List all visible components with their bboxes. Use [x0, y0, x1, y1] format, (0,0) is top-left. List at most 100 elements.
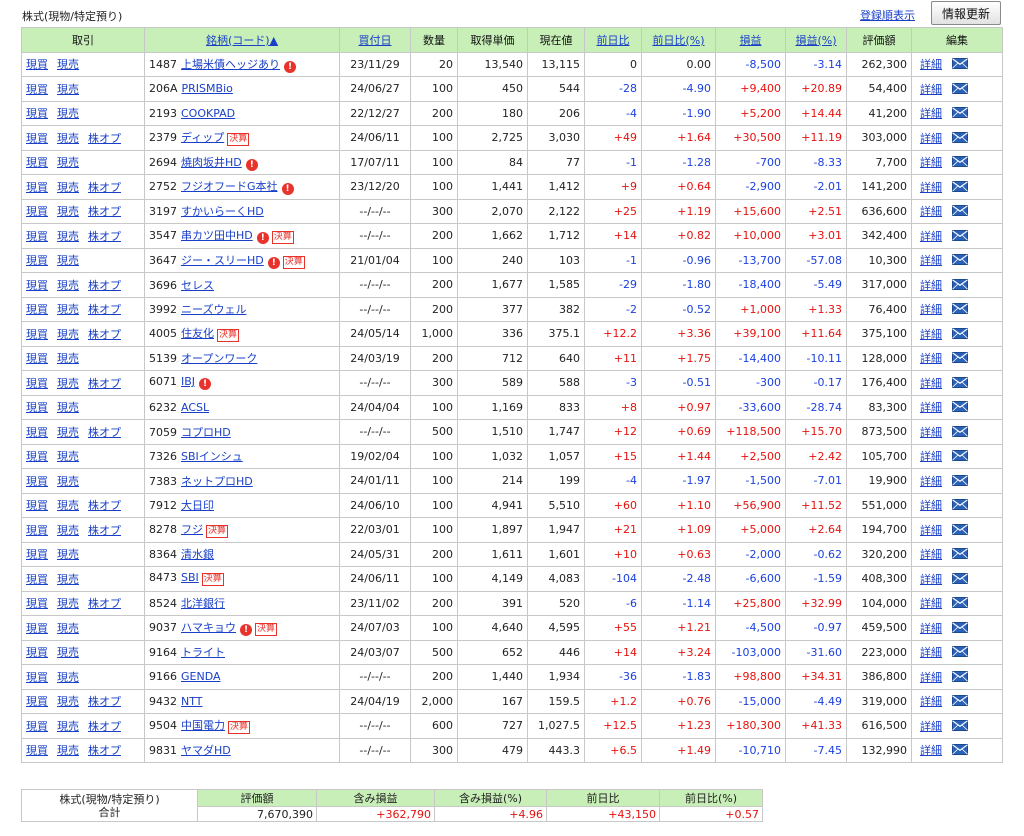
mail-envelope-icon[interactable] [952, 670, 968, 682]
detail-link[interactable]: 詳細 [920, 254, 942, 268]
mail-envelope-icon[interactable] [952, 131, 968, 143]
detail-link[interactable]: 詳細 [920, 205, 942, 219]
mail-envelope-icon[interactable] [952, 597, 968, 609]
stock-name-link[interactable]: 焼肉坂井HD [181, 155, 242, 169]
sell-link[interactable]: 現売 [57, 450, 79, 464]
buy-link[interactable]: 現買 [26, 303, 48, 317]
detail-link[interactable]: 詳細 [920, 744, 942, 758]
sell-link[interactable]: 現売 [57, 131, 79, 145]
buy-link[interactable]: 現買 [26, 254, 48, 268]
stock-name-link[interactable]: 大日印 [181, 499, 214, 513]
detail-link[interactable]: 詳細 [920, 474, 942, 488]
sell-link[interactable]: 現売 [57, 744, 79, 758]
sell-link[interactable]: 現売 [57, 205, 79, 219]
buy-link[interactable]: 現買 [26, 107, 48, 121]
warning-circle-icon[interactable]: ! [240, 624, 252, 637]
detail-link[interactable]: 詳細 [920, 401, 942, 415]
earnings-badge[interactable]: 決算 [228, 721, 251, 735]
option-link[interactable]: 株オプ [88, 180, 121, 194]
mail-envelope-icon[interactable] [952, 450, 968, 462]
option-link[interactable]: 株オプ [88, 303, 121, 317]
sell-link[interactable]: 現売 [57, 499, 79, 513]
registration-order-link[interactable]: 登録順表示 [860, 9, 915, 22]
stock-name-link[interactable]: IBJ [181, 375, 196, 389]
col-header-pl[interactable]: 損益 [715, 27, 786, 53]
stock-name-link[interactable]: ハマキョウ [181, 621, 236, 635]
detail-link[interactable]: 詳細 [920, 523, 942, 537]
detail-link[interactable]: 詳細 [920, 131, 942, 145]
detail-link[interactable]: 詳細 [920, 82, 942, 96]
mail-envelope-icon[interactable] [952, 646, 968, 658]
buy-link[interactable]: 現買 [26, 82, 48, 96]
option-link[interactable]: 株オプ [88, 744, 121, 758]
buy-link[interactable]: 現買 [26, 621, 48, 635]
buy-link[interactable]: 現買 [26, 695, 48, 709]
option-link[interactable]: 株オプ [88, 719, 121, 733]
buy-link[interactable]: 現買 [26, 719, 48, 733]
warning-circle-icon[interactable]: ! [284, 60, 296, 73]
stock-name-link[interactable]: すかいらーくHD [181, 205, 264, 219]
option-link[interactable]: 株オプ [88, 131, 121, 145]
stock-name-link[interactable]: ディップ [181, 131, 225, 145]
col-header-change[interactable]: 前日比 [584, 27, 642, 53]
sell-link[interactable]: 現売 [57, 278, 79, 292]
detail-link[interactable]: 詳細 [920, 695, 942, 709]
buy-link[interactable]: 現買 [26, 180, 48, 194]
stock-name-link[interactable]: COOKPAD [181, 106, 236, 120]
buy-link[interactable]: 現買 [26, 572, 48, 586]
option-link[interactable]: 株オプ [88, 327, 121, 341]
sell-link[interactable]: 現売 [57, 156, 79, 170]
mail-envelope-icon[interactable] [952, 695, 968, 707]
option-link[interactable]: 株オプ [88, 205, 121, 219]
buy-link[interactable]: 現買 [26, 450, 48, 464]
stock-name-link[interactable]: SBIインシュ [181, 450, 243, 464]
buy-link[interactable]: 現買 [26, 229, 48, 243]
sell-link[interactable]: 現売 [57, 523, 79, 537]
buy-link[interactable]: 現買 [26, 205, 48, 219]
sell-link[interactable]: 現売 [57, 719, 79, 733]
mail-envelope-icon[interactable] [952, 425, 968, 437]
buy-link[interactable]: 現買 [26, 744, 48, 758]
detail-link[interactable]: 詳細 [920, 278, 942, 292]
col-header-stock[interactable]: 銘柄(コード)▲ [144, 27, 340, 53]
stock-name-link[interactable]: ニーズウェル [181, 303, 247, 317]
buy-link[interactable]: 現買 [26, 131, 48, 145]
earnings-badge[interactable]: 決算 [271, 231, 294, 245]
sell-link[interactable]: 現売 [57, 646, 79, 660]
mail-envelope-icon[interactable] [952, 548, 968, 560]
mail-envelope-icon[interactable] [952, 474, 968, 486]
detail-link[interactable]: 詳細 [920, 450, 942, 464]
detail-link[interactable]: 詳細 [920, 548, 942, 562]
buy-link[interactable]: 現買 [26, 58, 48, 72]
sell-link[interactable]: 現売 [57, 107, 79, 121]
buy-link[interactable]: 現買 [26, 670, 48, 684]
detail-link[interactable]: 詳細 [920, 499, 942, 513]
detail-link[interactable]: 詳細 [920, 303, 942, 317]
detail-link[interactable]: 詳細 [920, 425, 942, 439]
mail-envelope-icon[interactable] [952, 376, 968, 388]
buy-link[interactable]: 現買 [26, 523, 48, 537]
col-header-pl-pct[interactable]: 損益(%) [785, 27, 847, 53]
stock-name-link[interactable]: オープンワーク [181, 352, 258, 366]
sell-link[interactable]: 現売 [57, 597, 79, 611]
mail-envelope-icon[interactable] [952, 278, 968, 290]
buy-link[interactable]: 現買 [26, 548, 48, 562]
sell-link[interactable]: 現売 [57, 327, 79, 341]
stock-name-link[interactable]: 清水銀 [181, 548, 214, 562]
buy-link[interactable]: 現買 [26, 376, 48, 390]
sell-link[interactable]: 現売 [57, 548, 79, 562]
mail-envelope-icon[interactable] [952, 499, 968, 511]
mail-envelope-icon[interactable] [952, 180, 968, 192]
sell-link[interactable]: 現売 [57, 58, 79, 72]
col-header-buy-date[interactable]: 買付日 [339, 27, 411, 53]
buy-link[interactable]: 現買 [26, 327, 48, 341]
detail-link[interactable]: 詳細 [920, 156, 942, 170]
option-link[interactable]: 株オプ [88, 499, 121, 513]
stock-name-link[interactable]: 北洋銀行 [181, 597, 225, 611]
detail-link[interactable]: 詳細 [920, 58, 942, 72]
stock-name-link[interactable]: ネットプロHD [181, 474, 253, 488]
stock-name-link[interactable]: ヤマダHD [181, 744, 231, 758]
detail-link[interactable]: 詳細 [920, 670, 942, 684]
warning-circle-icon[interactable]: ! [281, 183, 294, 196]
buy-link[interactable]: 現買 [26, 425, 48, 439]
